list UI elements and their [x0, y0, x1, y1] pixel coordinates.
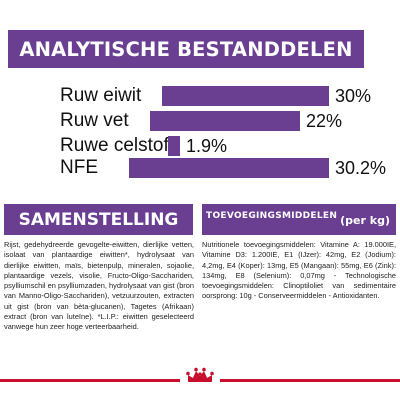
- royal-canin-crown-logo: [180, 364, 220, 388]
- nutrient-label: Ruwe celstof: [60, 135, 169, 156]
- nutrient-value: 22%: [306, 111, 343, 131]
- additives-text: Nutritionele toevoegingsmiddelen: Vitami…: [202, 240, 396, 301]
- nutrient-label: Ruw eiwit: [60, 85, 142, 106]
- nutrient-bar: [129, 158, 329, 178]
- composition-heading: SAMENSTELLING: [4, 204, 193, 235]
- nutrient-row: NFE 30.2%: [0, 156, 400, 180]
- nutrient-bar: [168, 136, 180, 156]
- composition-text: Rijst, gedehydreerde gevogelte-eiwitten,…: [4, 240, 194, 332]
- additives-heading: TOEVOEGINGSMIDDELEN (per kg): [202, 204, 396, 235]
- additives-title: TOEVOEGINGSMIDDELEN: [206, 211, 338, 221]
- nutrient-bar: [162, 86, 329, 106]
- additives-unit: (per kg): [340, 214, 390, 227]
- nutrient-label: Ruw vet: [60, 110, 129, 131]
- nutrient-value: 30%: [335, 86, 372, 106]
- nutrient-row: Ruw vet 22%: [0, 109, 400, 133]
- nutrient-value: 30.2%: [335, 158, 387, 178]
- nutrient-bar: [150, 111, 300, 131]
- analysis-title: ANALYTISCHE BESTANDDELEN: [8, 30, 364, 68]
- nutrient-row: Ruw eiwit 30%: [0, 84, 400, 108]
- nutrient-value: 1.9%: [186, 136, 228, 156]
- nutrient-label: NFE: [60, 157, 98, 178]
- nutrient-row: Ruwe celstof 1.9%: [0, 134, 400, 158]
